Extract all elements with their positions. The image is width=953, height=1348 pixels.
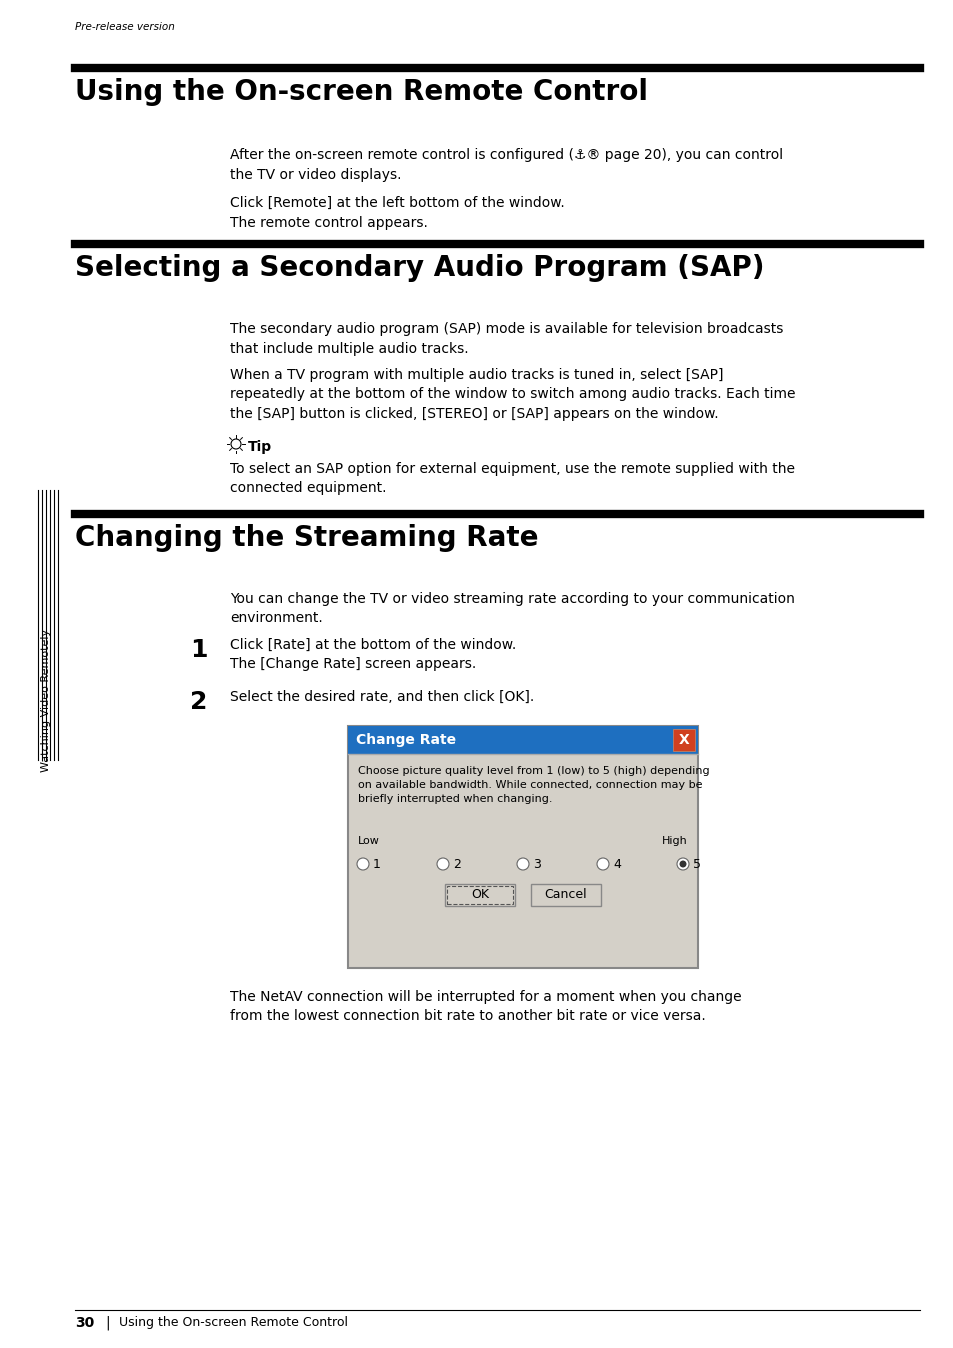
Circle shape	[231, 439, 241, 449]
Text: |: |	[105, 1316, 110, 1330]
Text: After the on-screen remote control is configured (⚓® page 20), you can control
t: After the on-screen remote control is co…	[230, 148, 782, 182]
Text: 2: 2	[190, 690, 207, 714]
Text: You can change the TV or video streaming rate according to your communication
en: You can change the TV or video streaming…	[230, 592, 794, 625]
Text: High: High	[661, 836, 687, 847]
Text: 1: 1	[190, 638, 208, 662]
Text: Selecting a Secondary Audio Program (SAP): Selecting a Secondary Audio Program (SAP…	[75, 253, 763, 282]
Circle shape	[436, 857, 449, 869]
Bar	[348, 727, 698, 968]
Text: 30: 30	[75, 1316, 94, 1330]
Text: 4: 4	[613, 857, 620, 871]
Text: Click [Rate] at the bottom of the window.
The [Change Rate] screen appears.: Click [Rate] at the bottom of the window…	[230, 638, 516, 671]
Text: Using the On-screen Remote Control: Using the On-screen Remote Control	[75, 78, 647, 106]
Text: Cancel: Cancel	[544, 888, 587, 902]
Bar	[672, 729, 695, 751]
Circle shape	[679, 860, 686, 868]
Text: X: X	[678, 733, 689, 747]
Text: OK: OK	[471, 888, 489, 902]
Text: The NetAV connection will be interrupted for a moment when you change
from the l: The NetAV connection will be interrupted…	[230, 989, 740, 1023]
Text: Low: Low	[357, 836, 379, 847]
Text: Tip: Tip	[248, 439, 272, 454]
Bar	[348, 727, 698, 754]
Text: To select an SAP option for external equipment, use the remote supplied with the: To select an SAP option for external equ…	[230, 462, 794, 496]
Text: 5: 5	[692, 857, 700, 871]
Text: When a TV program with multiple audio tracks is tuned in, select [SAP]
repeatedl: When a TV program with multiple audio tr…	[230, 368, 795, 421]
Text: Choose picture quality level from 1 (low) to 5 (high) depending
on available ban: Choose picture quality level from 1 (low…	[357, 766, 709, 803]
Text: Watching Video Remotely: Watching Video Remotely	[41, 628, 51, 771]
Text: Click [Remote] at the left bottom of the window.
The remote control appears.: Click [Remote] at the left bottom of the…	[230, 195, 564, 229]
Circle shape	[356, 857, 369, 869]
Bar	[444, 884, 515, 906]
Text: 3: 3	[533, 857, 540, 871]
Text: 2: 2	[453, 857, 460, 871]
Circle shape	[517, 857, 529, 869]
Bar	[447, 886, 513, 905]
Text: Pre-release version: Pre-release version	[75, 22, 174, 32]
Text: The secondary audio program (SAP) mode is available for television broadcasts
th: The secondary audio program (SAP) mode i…	[230, 322, 782, 356]
Text: Select the desired rate, and then click [OK].: Select the desired rate, and then click …	[230, 690, 534, 704]
Text: 1: 1	[373, 857, 380, 871]
Text: Changing the Streaming Rate: Changing the Streaming Rate	[75, 524, 537, 551]
Text: Using the On-screen Remote Control: Using the On-screen Remote Control	[119, 1316, 348, 1329]
Circle shape	[677, 857, 688, 869]
Text: Change Rate: Change Rate	[355, 733, 456, 747]
Bar	[531, 884, 600, 906]
Circle shape	[597, 857, 608, 869]
